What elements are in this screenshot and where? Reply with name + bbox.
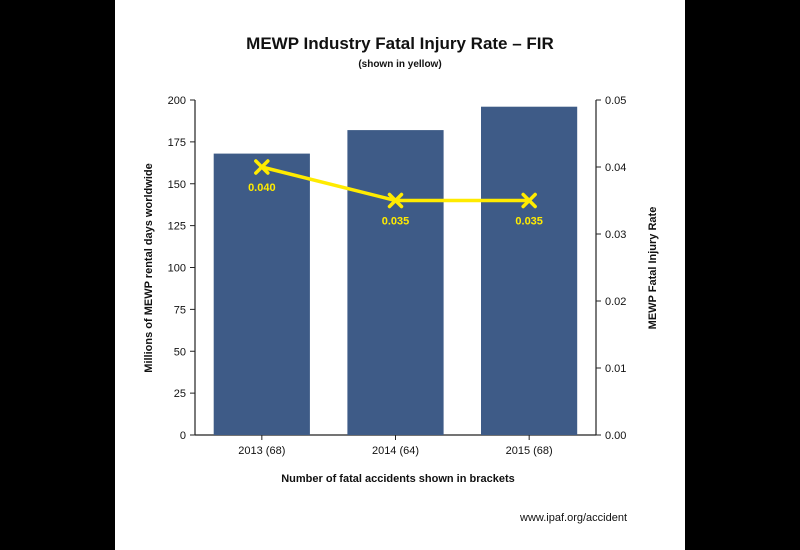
left-y-tick-label: 50 [174,346,186,358]
right-y-tick-label: 0.04 [605,162,626,174]
right-y-tick-label: 0.01 [605,363,626,375]
bar-1 [213,153,310,435]
fir-marker-3 [521,192,537,209]
fir-marker-2 [387,192,404,209]
chart-subtitle: (shown in yellow) [358,59,442,70]
left-y-tick-label: 125 [168,221,186,233]
bar-3 [481,106,578,435]
chart-title: MEWP Industry Fatal Injury Rate – FIR [246,34,554,53]
right-y-tick-label: 0.03 [605,229,626,241]
x-tick-label: 2013 (68) [238,445,285,457]
left-y-tick-label: 100 [168,263,186,275]
right-y-tick-label: 0.00 [605,430,626,442]
right-y-tick-label: 0.02 [605,296,626,308]
fir-marker-1 [254,159,270,175]
right-y-axis-label: MEWP Fatal Injury Rate [647,207,659,330]
x-tick-label: 2014 (64) [372,445,419,457]
left-y-tick-label: 175 [168,137,186,149]
left-y-axis-label: Millions of MEWP rental days worldwide [143,163,155,372]
left-y-tick-label: 25 [174,388,186,400]
fir-data-label: 0.035 [515,216,543,228]
right-y-tick-label: 0.05 [605,95,626,107]
left-y-tick-label: 200 [168,95,186,107]
left-y-tick-label: 75 [174,304,186,316]
left-y-tick-label: 0 [180,430,186,442]
source-url: www.ipaf.org/accident [520,512,627,524]
fir-data-label: 0.035 [382,216,410,228]
left-y-tick-label: 150 [168,179,186,191]
fir-data-label: 0.040 [248,182,276,194]
x-tick-label: 2015 (68) [506,445,553,457]
bar-2 [347,130,444,435]
x-axis-label: Number of fatal accidents shown in brack… [281,473,515,485]
